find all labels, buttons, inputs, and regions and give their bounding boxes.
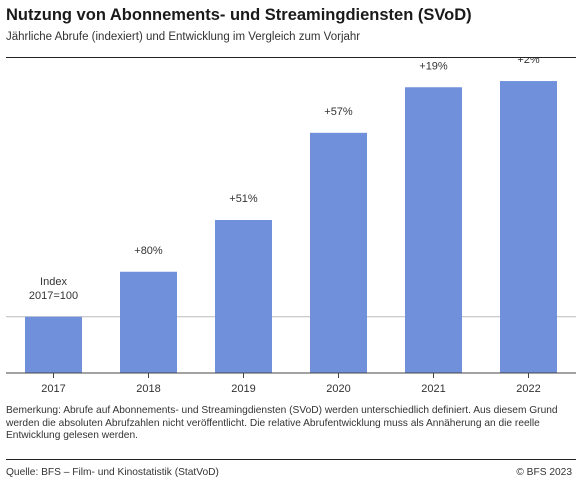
- data-label: +51%: [229, 193, 258, 205]
- data-label: +2%: [517, 58, 540, 66]
- x-tick-label: 2017: [41, 383, 65, 395]
- x-tick-label: 2019: [231, 383, 255, 395]
- data-label: +57%: [324, 106, 353, 118]
- bar-chart: 2017 Index 2017=100 2018 +80% 2019 +51% 2020 +57…: [6, 58, 576, 395]
- x-tick-label: 2020: [326, 383, 350, 395]
- bar-2018: [120, 271, 177, 373]
- top-divider: [6, 57, 576, 58]
- data-label: Index: [40, 276, 67, 288]
- bar-2019: [215, 220, 272, 373]
- source-text: Quelle: BFS – Film- und Kinostatistik (S…: [6, 467, 219, 478]
- copyright-text: © BFS 2023: [516, 467, 572, 478]
- bar-2020: [310, 132, 367, 373]
- chart-subtitle: Jährliche Abrufe (indexiert) und Entwick…: [6, 31, 361, 43]
- data-label: +80%: [134, 245, 163, 257]
- x-tick-label: 2022: [516, 383, 540, 395]
- data-label: +19%: [419, 60, 448, 72]
- chart-note: Bemerkung: Abrufe auf Abonnements- und S…: [6, 405, 558, 441]
- data-label: 2017=100: [29, 290, 78, 302]
- bar-2022: [500, 81, 557, 373]
- footer-divider: [6, 459, 576, 460]
- x-tick-label: 2021: [421, 383, 445, 395]
- bar-2021: [405, 87, 462, 373]
- chart-title: Nutzung von Abonnements- und Streamingdi…: [6, 6, 472, 24]
- bar-2017: [25, 316, 82, 373]
- x-tick-label: 2018: [136, 383, 160, 395]
